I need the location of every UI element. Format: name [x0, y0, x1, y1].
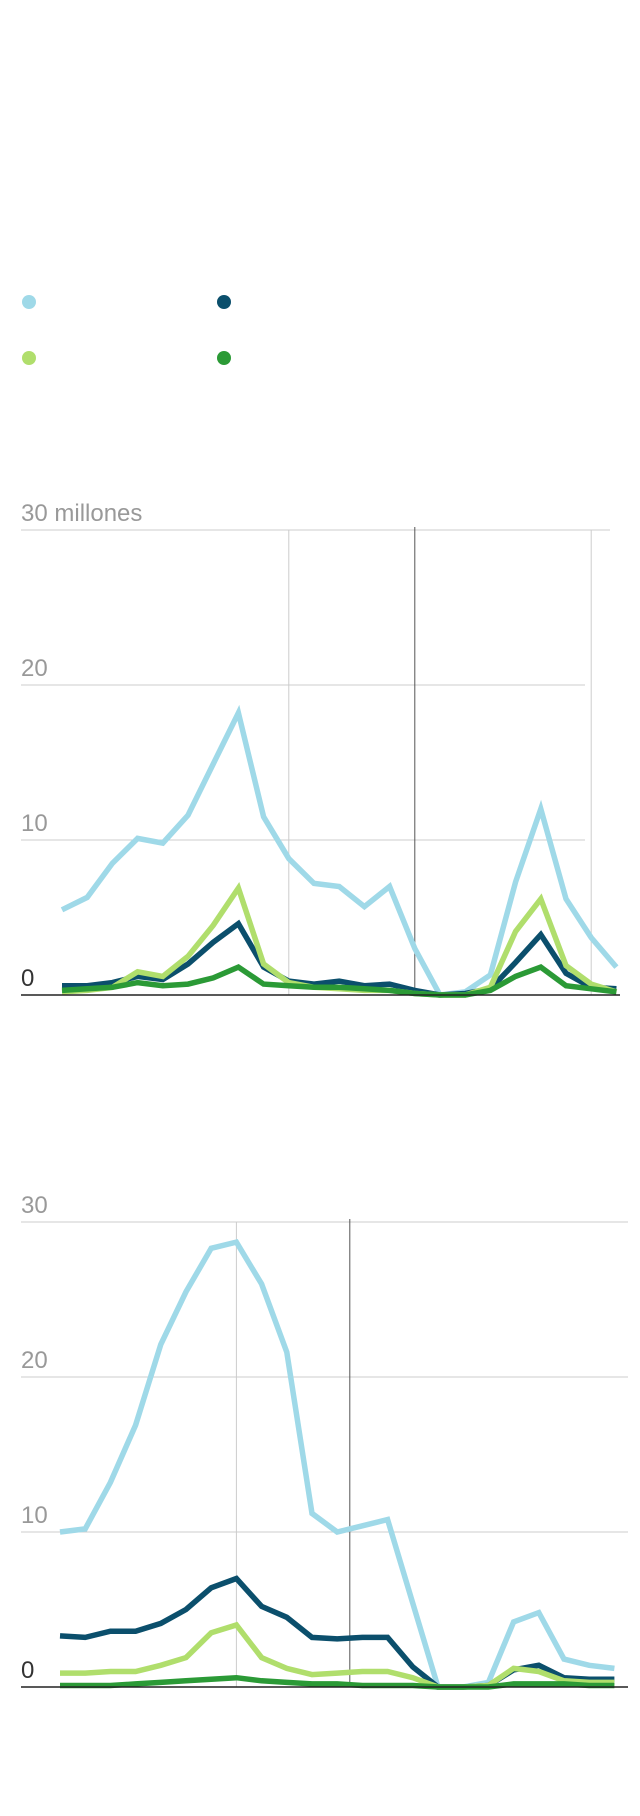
line-chart-1: 0 10 20 30 millones: [21, 500, 620, 998]
y-tick-label: 10: [21, 810, 48, 837]
legend-dot-icon: [22, 295, 36, 309]
y-tick-label: 10: [21, 1502, 48, 1529]
y-tick-label: 0: [21, 1657, 34, 1684]
legend-item-series-4: [217, 351, 241, 365]
legend: [0, 0, 640, 400]
legend-dot-icon: [217, 351, 231, 365]
series-line-1: [60, 704, 619, 998]
legend-item-series-3: [22, 351, 46, 365]
series-line-4: [61, 963, 617, 998]
legend-item-series-2: [217, 295, 241, 309]
legend-dot-icon: [217, 295, 231, 309]
legend-item-series-1: [22, 295, 46, 309]
y-tick-label: 20: [21, 1347, 48, 1374]
series-line-2: [62, 919, 617, 998]
series-line-3: [60, 1621, 615, 1690]
y-tick-label: 20: [21, 655, 48, 682]
y-tick-label: 0: [21, 965, 34, 992]
line-chart-2: 0 10 20 30: [21, 1192, 628, 1690]
legend-dot-icon: [22, 351, 36, 365]
y-tick-label: 30 millones: [21, 500, 142, 527]
y-tick-label: 30: [21, 1192, 48, 1219]
series-line-1: [59, 1238, 615, 1690]
series-line-4: [60, 1674, 615, 1690]
